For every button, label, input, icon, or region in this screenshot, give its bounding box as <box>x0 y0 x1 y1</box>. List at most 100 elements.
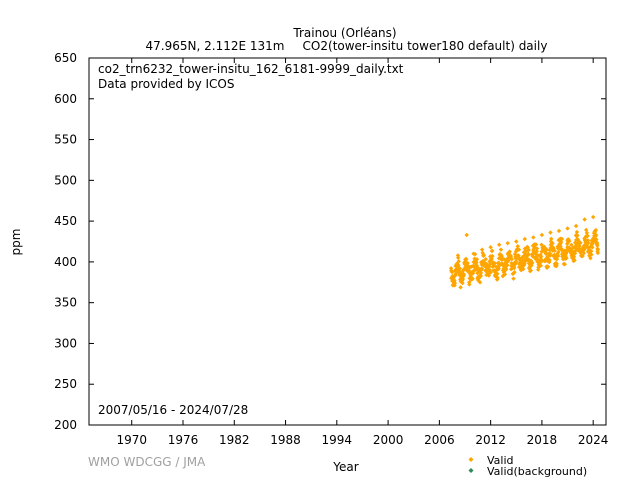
data-point <box>585 233 590 239</box>
data-point <box>589 238 594 243</box>
data-point <box>521 250 527 255</box>
data-point <box>509 256 515 262</box>
data-point <box>545 264 551 269</box>
data-point <box>570 245 576 250</box>
data-point <box>506 258 511 263</box>
y-tick-label: 300 <box>54 336 77 350</box>
legend-label-valid-background: Valid(background) <box>487 465 587 478</box>
data-point <box>548 253 553 258</box>
data-point <box>586 248 592 253</box>
data-point <box>526 247 531 253</box>
y-tick-label: 600 <box>54 92 77 106</box>
data-point <box>594 237 599 242</box>
data-point <box>530 260 535 266</box>
data-point <box>573 223 579 229</box>
data-point <box>505 240 510 246</box>
data-point <box>548 230 553 235</box>
data-point <box>538 254 544 259</box>
data-point <box>556 228 562 234</box>
data-point <box>478 273 483 278</box>
data-point <box>512 269 517 275</box>
data-point <box>588 249 594 254</box>
data-point <box>530 251 535 256</box>
data-point <box>544 247 549 252</box>
data-point <box>564 249 570 254</box>
data-point <box>475 276 481 281</box>
data-point <box>588 255 593 261</box>
data-point <box>580 248 586 254</box>
data-point <box>528 268 534 273</box>
data-point <box>464 232 469 238</box>
data-point <box>479 266 485 272</box>
data-point <box>453 263 458 269</box>
data-point <box>575 237 581 242</box>
data-point <box>479 247 485 252</box>
x-axis-label: Year <box>332 460 358 474</box>
data-point <box>450 282 456 287</box>
data-point <box>592 229 598 235</box>
data-point <box>535 259 540 265</box>
data-point <box>593 227 599 233</box>
data-point <box>586 245 591 251</box>
data-point <box>550 241 555 246</box>
data-point <box>498 247 504 252</box>
data-point <box>577 243 582 249</box>
file-label: co2_trn6232_tower-insitu_162_6181-9999_d… <box>98 62 404 76</box>
data-point <box>524 255 529 261</box>
data-point <box>559 247 564 253</box>
data-point <box>595 243 600 248</box>
x-tick-label: 2000 <box>373 433 404 447</box>
data-point <box>523 248 529 254</box>
x-tick-label: 1970 <box>116 433 147 447</box>
x-tick-label: 2006 <box>424 433 455 447</box>
data-point <box>534 249 539 254</box>
data-point <box>567 238 572 244</box>
data-point <box>526 261 532 266</box>
data-point <box>496 242 502 247</box>
credit-label: WMO WDCGG / JMA <box>88 455 206 469</box>
data-point <box>569 242 574 248</box>
data-point <box>548 239 554 244</box>
chart-subtitle-dataset: CO2(tower-insitu tower180 default) daily <box>303 39 548 53</box>
data-point <box>554 256 560 262</box>
data-points <box>448 214 601 290</box>
data-point <box>455 255 461 261</box>
y-axis: 200 250 300 350 400 450 500 550 600 650 <box>54 51 606 432</box>
data-point <box>590 245 595 250</box>
data-point <box>552 254 557 260</box>
x-axis: 1970 1976 1982 1988 1994 2000 2006 2012 2018 2024 <box>116 58 608 447</box>
y-tick-label: 450 <box>54 214 77 228</box>
data-point <box>449 276 454 281</box>
data-point <box>521 266 526 272</box>
data-point <box>555 253 561 259</box>
data-point <box>458 279 463 284</box>
data-point <box>505 262 510 268</box>
data-point <box>578 249 583 255</box>
data-point <box>537 260 543 265</box>
data-point <box>518 263 523 269</box>
legend-label-valid: Valid <box>487 454 514 467</box>
legend: Valid Valid(background) <box>468 454 587 478</box>
data-point <box>489 256 494 262</box>
data-point <box>474 257 480 262</box>
y-axis-label: ppm <box>9 229 23 256</box>
data-point <box>538 263 544 268</box>
data-point <box>595 250 601 256</box>
data-point <box>573 240 578 245</box>
data-point <box>565 226 570 231</box>
data-point <box>518 259 523 265</box>
data-point <box>549 236 554 242</box>
x-tick-label: 1976 <box>168 433 199 447</box>
y-tick-label: 200 <box>54 418 77 432</box>
data-point <box>552 248 557 253</box>
data-point <box>481 253 487 258</box>
data-point <box>507 249 512 254</box>
y-tick-label: 550 <box>54 133 77 147</box>
data-point <box>460 276 466 282</box>
data-point <box>583 245 588 251</box>
data-point <box>514 259 519 264</box>
data-point <box>558 239 564 245</box>
data-point <box>595 246 600 252</box>
data-point <box>492 269 498 274</box>
data-point <box>457 266 463 271</box>
